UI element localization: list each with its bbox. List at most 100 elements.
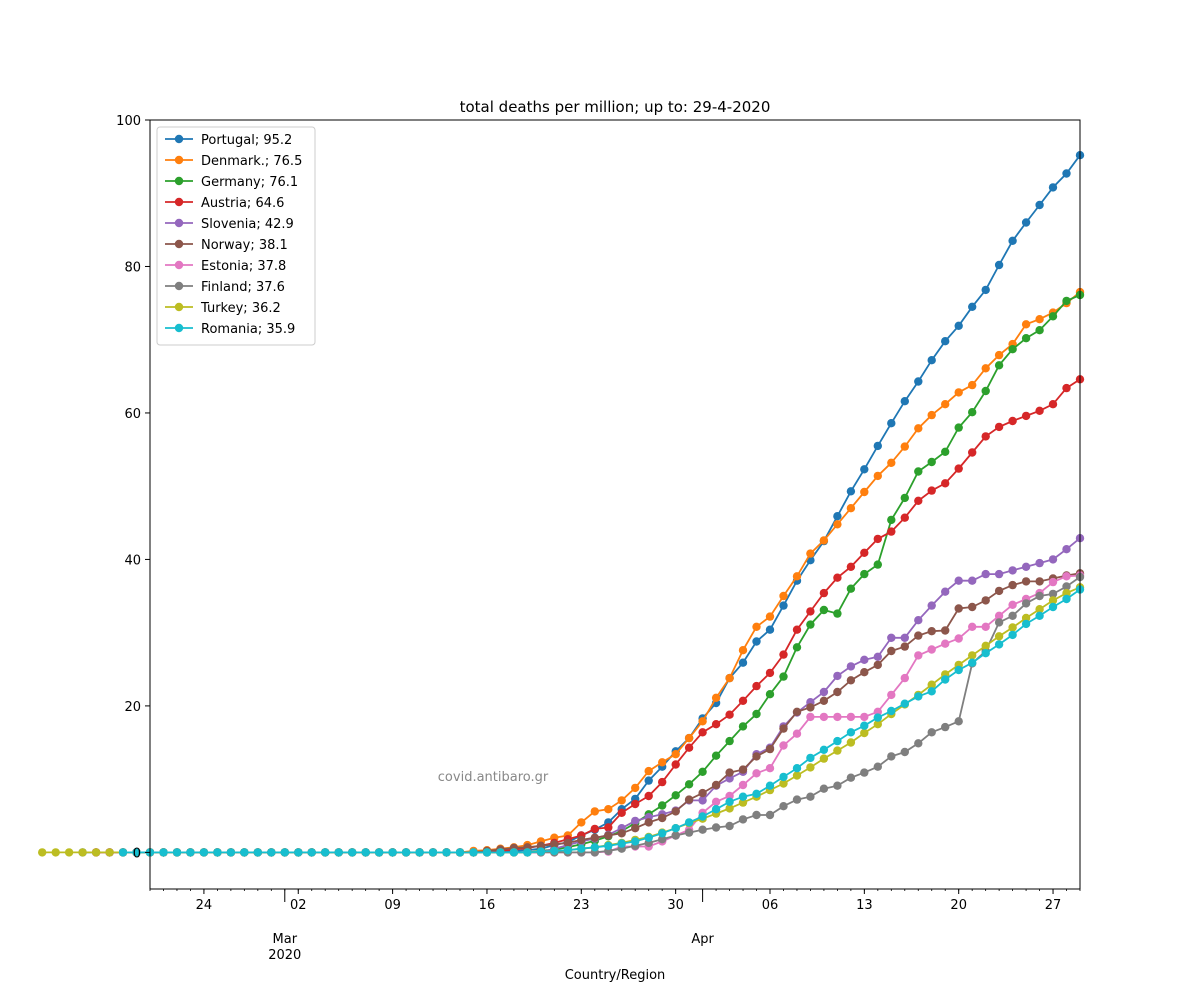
data-point — [846, 504, 856, 513]
data-point — [1035, 605, 1044, 614]
data-point — [577, 835, 586, 845]
data-point — [1062, 169, 1071, 178]
x-tick-label: 09 — [384, 898, 401, 913]
data-point — [469, 848, 478, 857]
data-point — [1035, 611, 1044, 620]
data-point — [846, 712, 856, 722]
data-point — [860, 712, 869, 722]
data-point — [954, 634, 963, 643]
legend-entry: Germany; 76.1 — [201, 175, 298, 190]
data-point — [51, 848, 60, 857]
data-point — [1008, 345, 1017, 354]
data-point — [442, 848, 451, 857]
data-point — [698, 788, 707, 798]
data-point — [388, 848, 397, 857]
series-3 — [132, 290, 1085, 857]
data-point — [887, 515, 896, 525]
data-point — [617, 796, 626, 805]
legend-entry: Turkey; 36.2 — [200, 301, 281, 316]
data-point — [994, 569, 1004, 579]
data-point — [1062, 296, 1071, 306]
data-point — [779, 591, 788, 601]
data-point — [968, 602, 977, 612]
data-point — [873, 762, 882, 771]
data-point — [1021, 599, 1031, 608]
legend-entry: Denmark.; 76.5 — [201, 154, 302, 169]
data-point — [563, 846, 572, 855]
data-point — [550, 846, 559, 856]
data-point — [927, 645, 936, 654]
x-month-label: Apr — [691, 932, 714, 947]
data-point — [860, 728, 869, 738]
data-point — [684, 828, 694, 837]
data-point — [752, 681, 761, 691]
data-point — [1062, 594, 1071, 604]
data-point — [604, 805, 613, 814]
data-point — [981, 596, 990, 605]
data-point — [900, 699, 909, 708]
data-point — [738, 696, 748, 705]
data-point — [981, 364, 990, 373]
data-point — [927, 728, 936, 737]
data-point — [1008, 611, 1017, 620]
data-point — [1035, 558, 1044, 568]
data-point — [981, 432, 990, 441]
legend-marker — [174, 281, 184, 291]
data-point — [860, 465, 869, 474]
data-point — [132, 848, 141, 857]
data-point — [792, 643, 802, 652]
data-point — [1048, 183, 1058, 192]
data-point — [1021, 613, 1031, 623]
data-point — [644, 818, 653, 827]
data-point — [186, 848, 195, 857]
data-point — [833, 746, 842, 755]
data-point — [981, 386, 990, 396]
data-point — [927, 680, 936, 689]
series-2 — [91, 287, 1085, 857]
data-point — [1048, 312, 1058, 321]
data-point — [1048, 589, 1058, 599]
data-point — [806, 792, 815, 801]
data-point — [738, 815, 748, 824]
data-point — [873, 707, 882, 716]
data-point — [914, 377, 923, 386]
data-point — [684, 818, 694, 827]
data-point — [819, 754, 829, 763]
data-point — [1021, 218, 1031, 227]
data-point — [981, 285, 990, 295]
x-tick-label: 27 — [1045, 898, 1062, 913]
x-tick-label: 06 — [762, 898, 779, 913]
data-point — [873, 660, 882, 670]
data-point — [833, 573, 842, 582]
data-point — [792, 764, 802, 773]
data-point — [374, 848, 384, 857]
data-point — [873, 534, 882, 544]
data-point — [752, 789, 761, 798]
data-point — [994, 260, 1004, 270]
data-point — [779, 802, 788, 811]
data-point — [711, 693, 721, 702]
x-tick-label: 13 — [856, 898, 873, 913]
data-point — [873, 652, 882, 661]
data-point — [698, 717, 707, 726]
data-point — [887, 646, 896, 656]
data-point — [981, 641, 990, 650]
data-point — [631, 799, 640, 809]
series-line — [109, 537, 1081, 854]
data-point — [900, 493, 909, 503]
data-point — [833, 687, 842, 697]
data-point — [604, 823, 613, 832]
data-point — [914, 692, 923, 701]
data-point — [792, 625, 802, 634]
data-point — [738, 780, 748, 790]
data-point — [725, 821, 734, 831]
data-point — [833, 736, 842, 746]
data-point — [1021, 577, 1031, 586]
data-point — [927, 687, 936, 696]
data-point — [1048, 555, 1058, 564]
legend-marker — [174, 239, 184, 249]
legend-marker — [174, 134, 184, 144]
data-point — [631, 816, 640, 826]
data-point — [752, 622, 761, 631]
